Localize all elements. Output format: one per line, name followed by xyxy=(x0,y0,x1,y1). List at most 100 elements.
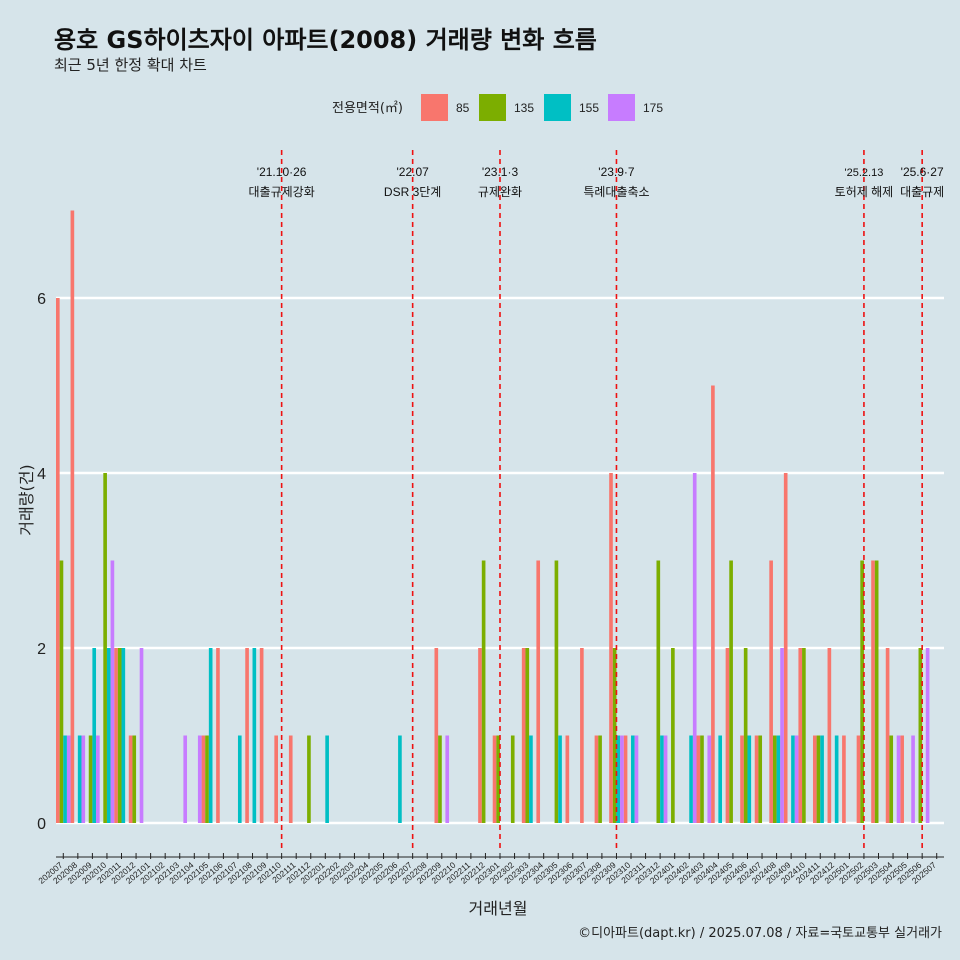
bar-135-202411 xyxy=(816,735,821,823)
bar-135-202401 xyxy=(671,648,675,823)
bar-135-202209 xyxy=(438,735,442,823)
bar-155-202107 xyxy=(237,735,242,823)
bar-155-202312 xyxy=(660,735,664,823)
bar-175-202409 xyxy=(794,735,799,823)
bar-85-202405 xyxy=(725,648,730,823)
bar-175-202007 xyxy=(66,735,71,823)
event-date: '23.1·3 xyxy=(482,165,519,179)
bar-85-202412 xyxy=(827,648,832,823)
source-caption: ©디아파트(dapt.kr) / 2025.07.08 / 자료=국토교통부 실… xyxy=(578,926,942,941)
bar-85-202307 xyxy=(580,648,584,823)
bar-175-202309 xyxy=(620,735,624,823)
event-label: 토허제 해제 xyxy=(835,185,894,199)
bar-135-202312 xyxy=(656,560,661,823)
bar-135-202303 xyxy=(525,648,530,823)
legend-label-155: 155 xyxy=(579,101,599,115)
bar-135-202012 xyxy=(132,735,137,823)
bar-155-202011 xyxy=(121,648,126,823)
bar-135-202406 xyxy=(743,648,748,823)
x-axis-title: 거래년월 xyxy=(469,899,528,918)
bar-85-202106 xyxy=(216,648,220,823)
bar-155-202108 xyxy=(252,648,257,823)
y-tick-label: 2 xyxy=(37,641,46,658)
bar-85-202408 xyxy=(769,560,773,823)
bar-85-202008 xyxy=(70,210,75,823)
bar-85-202105 xyxy=(201,735,206,823)
bar-85-202410 xyxy=(798,648,803,823)
legend-swatch-85 xyxy=(421,94,448,121)
bar-155-202206 xyxy=(398,735,402,823)
bar-155-202008 xyxy=(77,735,82,823)
bar-135-202212 xyxy=(481,560,486,823)
bar-175-202408 xyxy=(780,648,784,823)
chart-title: 용호 GS하이츠자이 아파트(2008) 거래량 변화 흐름 xyxy=(54,26,597,54)
bar-135-202007 xyxy=(59,560,64,823)
bar-135-202506 xyxy=(918,648,923,823)
bar-85-202301 xyxy=(492,735,497,823)
bar-175-202310 xyxy=(634,735,639,823)
event-date: '21.10·26 xyxy=(257,165,307,179)
chart-subtitle: 최근 5년 한정 확대 차트 xyxy=(54,56,207,74)
bar-175-202104 xyxy=(197,735,202,823)
bar-85-202411 xyxy=(812,735,817,823)
bar-135-202502 xyxy=(860,560,864,823)
bar-175-202103 xyxy=(183,735,188,823)
bar-85-202308 xyxy=(594,735,599,823)
bar-155-202402 xyxy=(689,735,693,823)
bar-175-202008 xyxy=(81,735,86,823)
bar-155-202201 xyxy=(325,735,329,823)
bar-85-202309 xyxy=(609,473,613,823)
bar-155-202010 xyxy=(106,648,111,823)
bar-135-202410 xyxy=(802,648,806,823)
bar-175-202009 xyxy=(96,735,100,823)
bar-85-202303 xyxy=(521,648,526,823)
bar-85-202212 xyxy=(478,648,482,823)
legend-title: 전용면적(㎡) xyxy=(332,101,403,116)
legend-label-135: 135 xyxy=(514,101,534,115)
bar-175-202312 xyxy=(663,735,668,823)
bar-155-202310 xyxy=(631,735,635,823)
bar-175-202505 xyxy=(911,735,915,823)
bar-155-202406 xyxy=(747,735,752,823)
legend-label-85: 85 xyxy=(456,101,470,115)
bar-175-202010 xyxy=(110,560,115,823)
bar-85-202011 xyxy=(114,648,118,823)
bar-155-202404 xyxy=(718,735,722,823)
bar-175-202012 xyxy=(139,648,144,823)
bar-85-202108 xyxy=(245,648,249,823)
event-label: DSR 3단계 xyxy=(384,185,441,199)
bar-155-202303 xyxy=(529,735,533,823)
bar-135-202302 xyxy=(510,735,515,823)
y-tick-label: 6 xyxy=(37,291,46,308)
bar-135-202503 xyxy=(874,560,879,823)
bar-155-202105 xyxy=(208,648,213,823)
bar-135-202309 xyxy=(612,648,617,823)
bar-135-202407 xyxy=(758,735,763,823)
bar-85-202304 xyxy=(536,560,541,823)
bar-85-202501 xyxy=(842,735,846,823)
event-label: 대출규제강화 xyxy=(249,185,315,199)
bar-135-202301 xyxy=(496,735,500,823)
legend-label-175: 175 xyxy=(643,101,663,115)
event-label: 특례대출축소 xyxy=(583,185,649,199)
bar-85-202111 xyxy=(288,735,293,823)
legend-swatch-155 xyxy=(544,94,571,121)
bar-85-202403 xyxy=(696,735,701,823)
legend-swatch-135 xyxy=(479,94,506,121)
bar-85-202504 xyxy=(885,648,890,823)
bar-135-202112 xyxy=(307,735,311,823)
bar-175-202504 xyxy=(896,735,901,823)
legend-swatch-175 xyxy=(608,94,635,121)
bar-85-202409 xyxy=(783,473,788,823)
event-date: '22.07 xyxy=(396,165,429,179)
event-date: '25.6·27 xyxy=(901,165,944,179)
bar-135-202011 xyxy=(117,648,122,823)
bar-85-202406 xyxy=(740,735,744,823)
bar-135-202504 xyxy=(889,735,894,823)
bar-135-202105 xyxy=(205,735,209,823)
bar-135-202308 xyxy=(598,735,602,823)
bar-135-202010 xyxy=(103,473,107,823)
bar-175-202402 xyxy=(692,473,697,823)
bar-85-202007 xyxy=(56,298,60,823)
